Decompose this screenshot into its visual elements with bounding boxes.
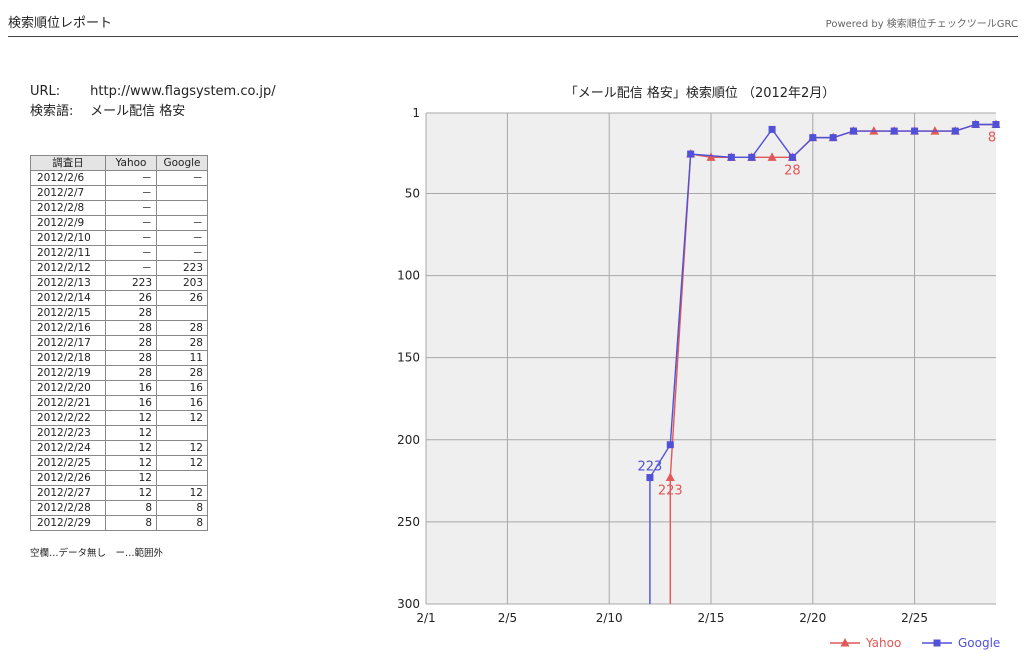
data-label-google: 223 (638, 460, 663, 475)
data-point-yahoo (665, 472, 675, 482)
data-point-yahoo (869, 126, 879, 135)
table-row: 2012/2/11 －－ (30, 245, 208, 261)
data-point-google (809, 134, 817, 142)
cell-date: 2012/2/29 (30, 515, 106, 531)
y-tick-label: 300 (397, 597, 420, 611)
url-label: URL: (30, 84, 61, 99)
cell-google: 12 (156, 410, 208, 426)
keyword-value: メール配信 格安 (90, 104, 186, 119)
data-point-yahoo (930, 126, 940, 135)
y-tick-label: 200 (397, 433, 420, 447)
data-label-yahoo: 8 (988, 130, 996, 145)
table-row: 2012/2/10 －－ (30, 230, 208, 246)
series-line-google (649, 123, 996, 604)
table-row: 2012/2/8 － (30, 200, 208, 216)
x-tick-label: 2/15 (698, 611, 725, 625)
search-info: URL: http://www.flagsystem.co.jp/ 検索語: メ… (30, 82, 276, 122)
y-tick-label: 1 (412, 106, 420, 120)
cell-date: 2012/2/16 (30, 320, 106, 336)
cell-date: 2012/2/18 (30, 350, 106, 366)
cell-google: 203 (156, 275, 208, 291)
cell-yahoo: 8 (105, 515, 157, 531)
data-point-google (768, 125, 776, 133)
y-tick-label: 100 (397, 269, 420, 283)
data-point-google (933, 639, 941, 647)
cell-google: 28 (156, 335, 208, 351)
report-header: 検索順位レポート Powered by 検索順位チェックツールGRC (8, 0, 1018, 37)
keyword-row: 検索語: メール配信 格安 (30, 102, 276, 122)
y-tick-label: 150 (397, 351, 420, 365)
y-tick-label: 50 (405, 186, 420, 200)
y-tick-label: 250 (397, 515, 420, 529)
data-point-google (687, 150, 695, 158)
x-tick-label: 2/5 (498, 611, 517, 625)
cell-google: 26 (156, 290, 208, 306)
cell-google: 8 (156, 515, 208, 531)
x-tick-label: 2/25 (901, 611, 928, 625)
data-point-yahoo (706, 152, 716, 161)
table-row: 2012/2/15 28 (30, 305, 208, 321)
data-point-google (829, 134, 837, 142)
cell-google: 28 (156, 365, 208, 381)
cell-date: 2012/2/14 (30, 290, 106, 306)
data-point-yahoo (840, 638, 850, 647)
x-tick-label: 2/10 (596, 611, 623, 625)
table-row: 2012/2/29 8 8 (30, 515, 208, 531)
keyword-label: 検索語: (30, 104, 74, 119)
x-tick-label: 2/20 (799, 611, 826, 625)
data-point-google (992, 120, 1000, 128)
cell-date: 2012/2/22 (30, 410, 106, 426)
data-point-google (890, 127, 898, 135)
table-row: 2012/2/16 28 28 (30, 320, 208, 336)
header-google: Google (156, 155, 208, 171)
legend-label-yahoo: Yahoo (865, 636, 901, 650)
rank-table: 調査日 Yahoo Google 2012/2/6 －－ 2012/2/7 － 2012… (30, 155, 208, 531)
cell-date: 2012/2/24 (30, 440, 106, 456)
table-row: 2012/2/23 12 (30, 425, 208, 441)
data-point-google (951, 127, 959, 135)
data-point-google (788, 153, 796, 161)
data-point-google (748, 153, 756, 161)
table-row: 2012/2/21 16 16 (30, 395, 208, 411)
legend-label-google: Google (958, 636, 1000, 650)
cell-date: 2012/2/15 (30, 305, 106, 321)
cell-date: 2012/2/10 (30, 230, 106, 246)
data-point-yahoo (767, 152, 777, 161)
data-point-google (972, 120, 980, 128)
data-label-yahoo: 28 (784, 163, 801, 178)
table-row: 2012/2/12 － 223 (30, 260, 208, 276)
data-point-google (727, 153, 735, 161)
data-point-google (911, 127, 919, 135)
table-row: 2012/2/14 26 26 (30, 290, 208, 306)
data-point-google (646, 474, 654, 482)
data-point-google (850, 127, 857, 135)
url-value: http://www.flagsystem.co.jp/ (90, 84, 276, 99)
cell-date: 2012/2/28 (30, 500, 106, 516)
cell-yahoo: 12 (105, 455, 157, 471)
data-label-yahoo: 223 (658, 484, 683, 499)
cell-date: 2012/2/9 (30, 215, 106, 231)
data-point-google (666, 441, 674, 449)
cell-yahoo: 28 (105, 305, 157, 321)
table-row: 2012/2/22 12 12 (30, 410, 208, 426)
url-row: URL: http://www.flagsystem.co.jp/ (30, 82, 276, 102)
report-title: 検索順位レポート (8, 16, 113, 31)
powered-by-text: Powered by 検索順位チェックツールGRC (825, 19, 1018, 30)
x-tick-label: 2/1 (416, 611, 435, 625)
chart-title: 「メール配信 格安」検索順位 （2012年2月） (564, 86, 836, 101)
table-row: 2012/2/24 12 12 (30, 440, 208, 456)
cell-yahoo: 12 (105, 440, 157, 456)
legend-note: 空欄…データ無し ー…範囲外 (30, 548, 164, 559)
rank-table-header: 調査日 Yahoo Google (30, 155, 208, 171)
table-row: 2012/2/28 8 8 (30, 500, 208, 516)
cell-date: 2012/2/8 (30, 200, 106, 216)
cell-google: 12 (156, 440, 208, 456)
